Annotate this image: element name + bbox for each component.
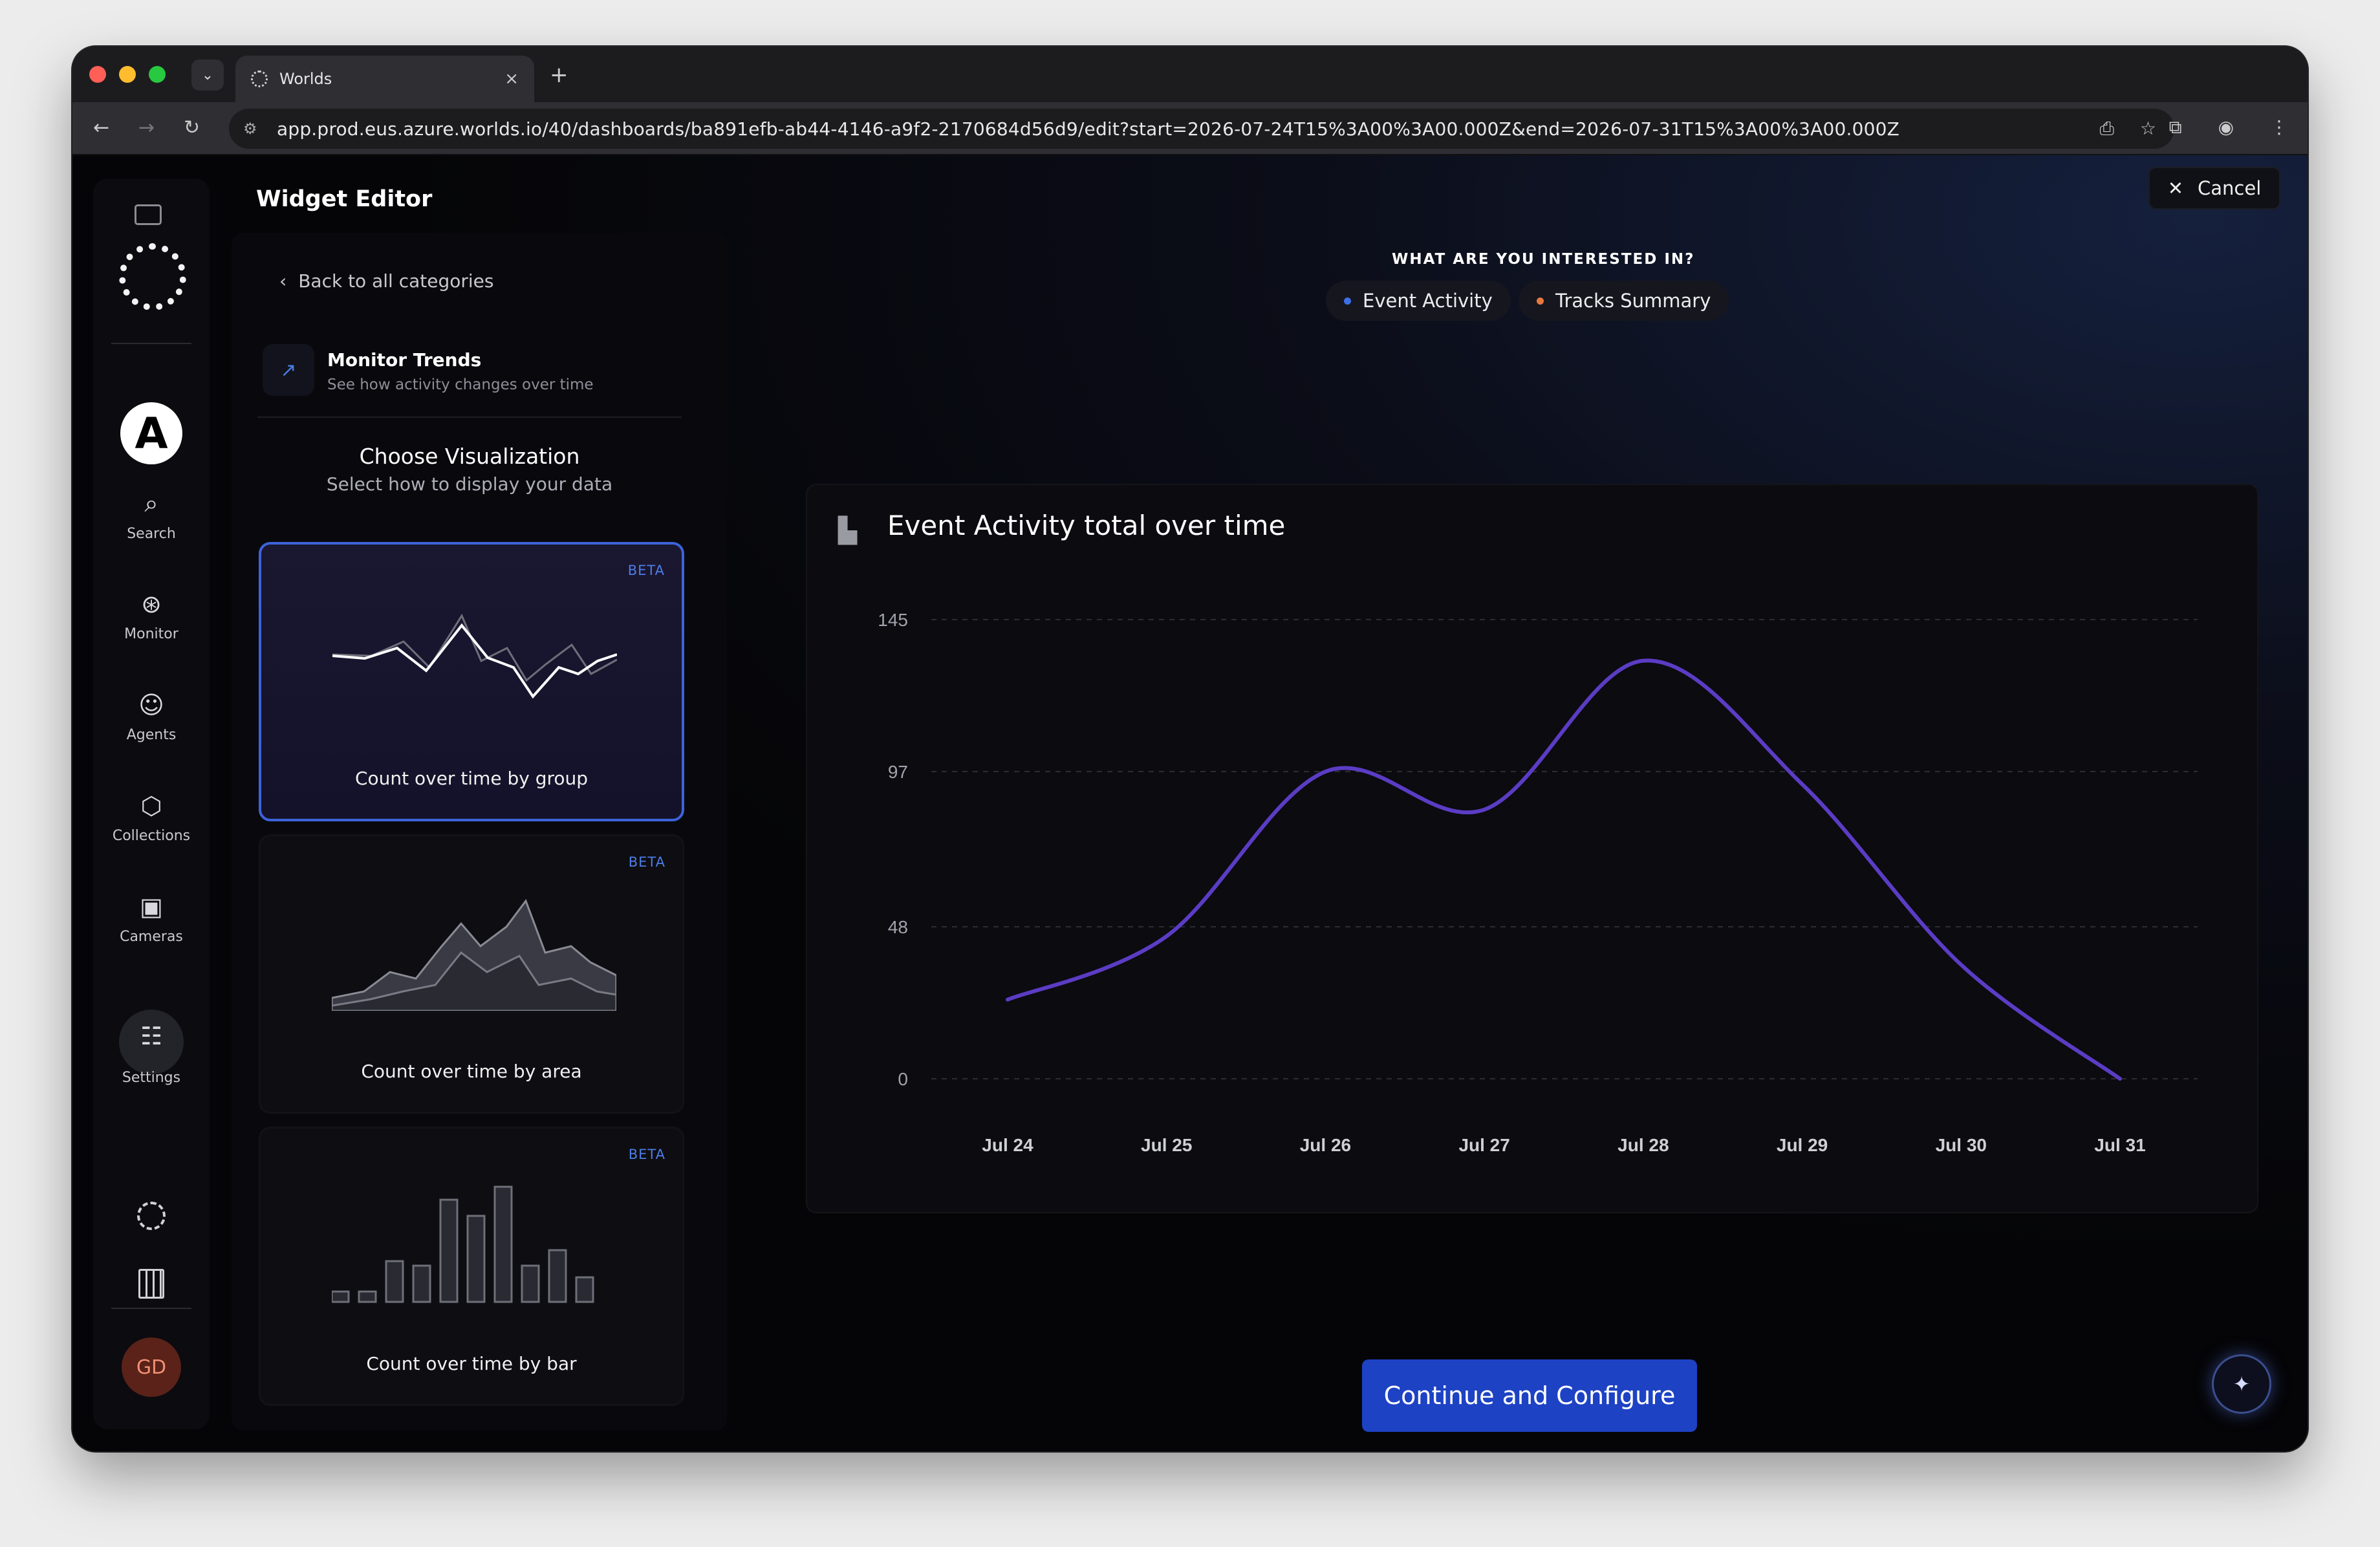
- choose-visualization-title: Choose Visualization: [359, 444, 580, 469]
- viz-card-area[interactable]: BETA Count over time by area: [259, 834, 684, 1114]
- viz-card-label: Count over time by area: [361, 1061, 582, 1082]
- tab-title: Worlds: [279, 70, 332, 88]
- sidebar-item-settings[interactable]: ☷ Settings: [93, 1022, 210, 1086]
- forward-arrow-icon[interactable]: →: [138, 116, 155, 139]
- sidebar-item-label: Cameras: [120, 929, 183, 945]
- visualization-panel: ‹ Back to all categories ↗ Monitor Trends…: [232, 233, 727, 1431]
- sliders-icon: ☷: [140, 1022, 163, 1050]
- back-arrow-icon[interactable]: ←: [93, 116, 110, 139]
- sidebar-item-label: Agents: [126, 727, 177, 743]
- user-avatar[interactable]: GD: [122, 1337, 181, 1397]
- beta-badge: BETA: [628, 1147, 665, 1162]
- address-bar-row: ← → ↻ ⚙ app.prod.eus.azure.worlds.io/40/…: [72, 102, 2308, 155]
- sidebar-item-cameras[interactable]: ▣ Cameras: [93, 892, 210, 945]
- interest-question: WHAT ARE YOU INTERESTED IN?: [1392, 251, 1695, 268]
- dot-icon: [1537, 297, 1544, 305]
- search-icon: ⌕: [144, 489, 158, 517]
- extensions-icon[interactable]: ⧉: [2169, 116, 2182, 138]
- sidebar-item-monitor[interactable]: ⊛ Monitor: [93, 590, 210, 642]
- cancel-button[interactable]: ✕ Cancel: [2148, 167, 2280, 210]
- y-tick-label: 97: [888, 762, 908, 782]
- y-tick-label: 0: [898, 1069, 908, 1089]
- sidebar-item-label: Monitor: [124, 626, 178, 642]
- close-icon: ✕: [2167, 177, 2184, 199]
- monitor-icon: ⊛: [141, 590, 162, 618]
- building-icon[interactable]: [138, 1269, 164, 1299]
- viz-card-label: Count over time by group: [354, 768, 589, 789]
- x-tick-label: Jul 26: [1300, 1135, 1351, 1155]
- x-tick-label: Jul 25: [1141, 1135, 1192, 1155]
- chevron-down-icon: ⌄: [201, 67, 214, 83]
- viz-card-bar[interactable]: BETA Count over time b: [259, 1127, 684, 1406]
- activity-spinner-icon[interactable]: [137, 1202, 166, 1230]
- page-title: Widget Editor: [256, 186, 433, 212]
- browser-tab[interactable]: Worlds ×: [235, 56, 534, 102]
- series-line: [1006, 658, 2122, 1081]
- pill-event-activity[interactable]: Event Activity: [1326, 281, 1511, 321]
- sidebar-item-collections[interactable]: ⬡ Collections: [93, 792, 210, 844]
- close-window-button[interactable]: [89, 66, 106, 83]
- category-subtitle: See how activity changes over time: [327, 376, 594, 393]
- area-chart-thumbnail-icon: [332, 898, 616, 1011]
- y-tick-label: 145: [878, 610, 908, 630]
- x-tick-label: Jul 29: [1777, 1135, 1828, 1155]
- line-chart-thumbnail-icon: [332, 613, 617, 699]
- chart-title: Event Activity total over time: [887, 510, 1286, 541]
- dot-icon: [1344, 297, 1351, 305]
- chart-card: ▙ Event Activity total over time 0 48 97 14…: [806, 484, 2258, 1213]
- cancel-label: Cancel: [2198, 177, 2262, 199]
- url-field[interactable]: ⚙ app.prod.eus.azure.worlds.io/40/dashbo…: [229, 109, 2174, 149]
- worlds-favicon-icon: [251, 70, 268, 87]
- collections-icon: ⬡: [140, 792, 162, 820]
- maximize-window-button[interactable]: [149, 66, 166, 83]
- site-settings-icon[interactable]: ⚙: [243, 120, 257, 138]
- chevron-left-icon: ‹: [279, 270, 287, 292]
- bookmark-star-icon[interactable]: ☆: [2139, 118, 2156, 139]
- url-text: app.prod.eus.azure.worlds.io/40/dashboar…: [277, 118, 1900, 140]
- x-tick-label: Jul 27: [1458, 1135, 1509, 1155]
- tab-list-button[interactable]: ⌄: [191, 60, 224, 91]
- browser-window: ⌄ Worlds × + ← → ↻ ⚙ app.prod.eus.azure.…: [72, 47, 2308, 1451]
- install-app-icon[interactable]: ⎙: [2099, 118, 2114, 139]
- sidebar-item-label: Collections: [112, 828, 191, 844]
- category-title: Monitor Trends: [327, 349, 482, 371]
- org-avatar[interactable]: A: [120, 402, 182, 464]
- bar-chart-icon: ▙: [838, 516, 858, 545]
- new-tab-button[interactable]: +: [550, 62, 568, 88]
- sidebar-item-label: Search: [127, 526, 176, 542]
- trend-up-icon: ↗: [263, 344, 314, 396]
- bar-chart-thumbnail-icon: [332, 1185, 594, 1303]
- beta-badge: BETA: [628, 854, 665, 870]
- sidebar-item-label: Settings: [122, 1070, 181, 1086]
- worlds-logo-icon[interactable]: [119, 243, 186, 310]
- tab-close-icon[interactable]: ×: [504, 69, 519, 89]
- x-tick-label: Jul 28: [1617, 1135, 1669, 1155]
- reload-icon[interactable]: ↻: [184, 116, 200, 139]
- sidebar-item-search[interactable]: ⌕ Search: [93, 489, 210, 542]
- sidebar-toggle-icon[interactable]: [135, 204, 162, 225]
- viz-card-group[interactable]: BETA Count over time by group: [259, 542, 684, 821]
- more-menu-icon[interactable]: ⋮: [2270, 116, 2288, 138]
- x-tick-label: Jul 30: [1936, 1135, 1987, 1155]
- sidebar-item-agents[interactable]: ☺ Agents: [93, 691, 210, 743]
- sidebar: A ⌕ Search ⊛ Monitor ☺ Agents ⬡ Collecti…: [93, 178, 210, 1429]
- x-tick-label: Jul 24: [982, 1135, 1033, 1155]
- line-chart: 0 48 97 145 Jul 24 Jul 25 Jul 26 Jul 27 Jul 28 Ju…: [878, 610, 2198, 1155]
- robot-icon: ☺: [138, 691, 164, 719]
- beta-badge: BETA: [627, 563, 665, 578]
- x-tick-label: Jul 31: [2094, 1135, 2145, 1155]
- continue-and-configure-button[interactable]: Continue and Configure: [1362, 1359, 1697, 1432]
- pill-tracks-summary[interactable]: Tracks Summary: [1519, 281, 1729, 321]
- profile-icon[interactable]: ◉: [2218, 116, 2234, 138]
- minimize-window-button[interactable]: [119, 66, 136, 83]
- assistant-sparkle-icon[interactable]: ✦: [2212, 1354, 2271, 1414]
- tab-bar: ⌄ Worlds × +: [72, 47, 2308, 102]
- viz-card-label: Count over time by bar: [366, 1353, 577, 1374]
- choose-visualization-subtitle: Select how to display your data: [326, 473, 613, 495]
- back-to-categories-link[interactable]: ‹ Back to all categories: [279, 270, 494, 292]
- app-area: A ⌕ Search ⊛ Monitor ☺ Agents ⬡ Collecti…: [72, 155, 2308, 1451]
- y-tick-label: 48: [888, 917, 908, 937]
- camera-icon: ▣: [140, 892, 163, 921]
